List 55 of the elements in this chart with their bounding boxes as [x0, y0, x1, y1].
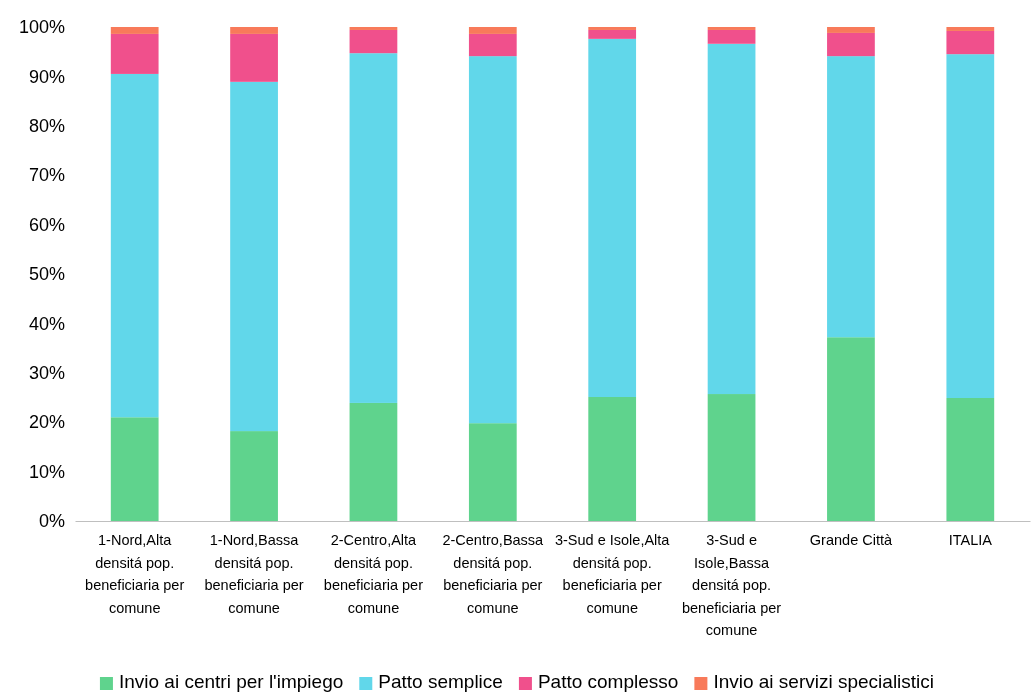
x-tick-label: 2-Centro,Alta densitá pop. beneficiaria per comune: [323, 532, 424, 616]
bar: [349, 29, 398, 54]
bar: [230, 33, 278, 82]
bar: [110, 33, 159, 74]
bar: [827, 56, 875, 338]
y-tick-label: 100%: [18, 17, 65, 38]
legend-label: Patto semplice: [378, 671, 503, 692]
y-tick-label: 20%: [28, 412, 65, 433]
bar: [827, 27, 875, 33]
bar: [349, 53, 398, 403]
x-tick-label: 1-Nord,Alta densitá pop. beneficiaria per comune: [85, 532, 185, 616]
bar: [946, 27, 995, 31]
x-tick-label: 1-Nord,Bassa densitá pop. beneficiaria per comune: [204, 532, 304, 616]
bar: [707, 43, 756, 395]
y-tick-label: 90%: [28, 66, 65, 87]
bar: [349, 402, 398, 521]
bar: [468, 27, 517, 34]
bar: [110, 27, 159, 34]
x-tick-label: 3-Sud e Isole,Bassa densitá pop. beneficiaria per comune: [681, 532, 782, 639]
bar: [110, 417, 159, 521]
bar: [946, 30, 995, 55]
bar: [827, 32, 875, 57]
y-tick-label: 10%: [28, 461, 65, 482]
x-tick-label: ITALIA: [948, 532, 993, 549]
bar: [707, 394, 756, 521]
y-tick-label: 40%: [28, 313, 65, 334]
bar: [230, 431, 278, 521]
legend-label: Invio ai servizi specialistici: [713, 671, 935, 692]
y-tick-label: 70%: [28, 165, 65, 186]
bar: [468, 33, 517, 57]
bar: [588, 38, 637, 398]
bar: [707, 27, 756, 30]
bar: [946, 54, 995, 398]
bar: [588, 29, 637, 39]
bar: [110, 73, 159, 418]
bar: [946, 397, 995, 521]
y-tick-label: 50%: [28, 264, 65, 285]
x-tick-label: 2-Centro,Bassa densitá pop. beneficiaria per comune: [442, 532, 545, 616]
bar: [468, 56, 517, 424]
bar: [230, 27, 278, 34]
bar: [230, 81, 278, 432]
bar: [827, 337, 875, 521]
x-tick-label: Grande Città: [809, 532, 893, 549]
bar: [707, 29, 756, 44]
bar: [588, 397, 637, 521]
legend-label: Patto complesso: [537, 671, 679, 692]
bar: [588, 27, 637, 30]
bar: [468, 423, 517, 521]
y-tick-label: 60%: [28, 214, 65, 235]
bar: [349, 27, 398, 30]
y-tick-label: 30%: [28, 363, 65, 384]
x-tick-label: 3-Sud e Isole,Alta densitá pop. beneficiaria per comune: [554, 532, 671, 616]
y-tick-label: 80%: [28, 116, 65, 137]
y-tick-label: 0%: [38, 511, 65, 532]
legend-label: Invio ai centri per l'impiego: [118, 671, 344, 692]
